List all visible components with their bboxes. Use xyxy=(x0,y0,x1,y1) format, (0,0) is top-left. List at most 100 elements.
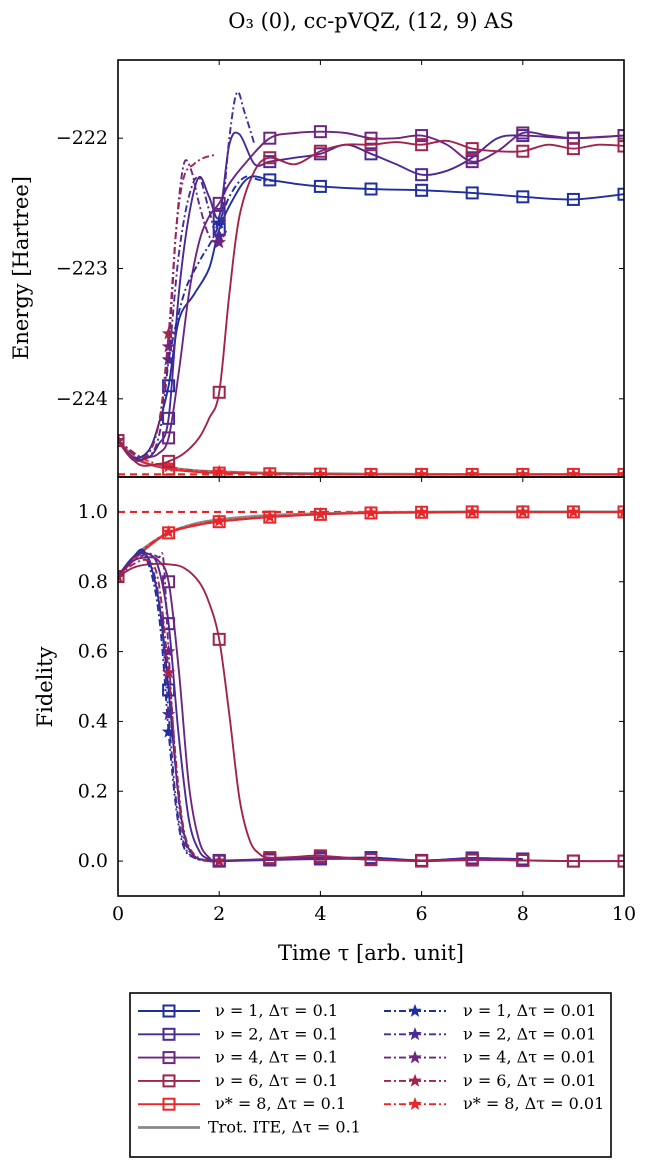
data-point-nu8 xyxy=(161,525,176,538)
data-point-nu4 xyxy=(162,575,176,589)
plot-area xyxy=(118,504,624,868)
legend-marker xyxy=(162,1097,176,1111)
data-point-nu4 xyxy=(212,235,226,249)
data-point-nu1 xyxy=(566,192,580,206)
data-point-nu8 xyxy=(465,504,479,518)
data-point-nu6 xyxy=(118,570,125,584)
data-point-nu6 xyxy=(415,138,429,152)
data-point-nu2 xyxy=(364,147,378,161)
legend-marker xyxy=(162,1004,176,1018)
legend-box xyxy=(129,992,612,1158)
legend-entry-nu4-dashdot: ν = 4, Δτ = 0.01 xyxy=(384,1048,596,1067)
legend-marker xyxy=(408,1050,422,1064)
data-point-nu6 xyxy=(118,569,125,583)
y-tick-label: 0.0 xyxy=(78,850,108,872)
data-point-nu1 xyxy=(313,179,327,193)
x-tick-label: 4 xyxy=(314,903,326,925)
data-point-nu8 xyxy=(212,513,226,527)
data-point-nu4 xyxy=(415,129,429,143)
x-tick-label: 0 xyxy=(112,903,124,925)
series-line-nu1-dashdot xyxy=(118,175,280,459)
chart-title: O₃ (0), cc-pVQZ, (12, 9) AS xyxy=(228,9,513,33)
legend-entry-nu2-solid: ν = 2, Δτ = 0.1 xyxy=(138,1024,338,1043)
x-axis-label: Time τ [arb. unit] xyxy=(278,941,464,965)
legend-marker xyxy=(408,1003,422,1017)
data-point-nu4 xyxy=(313,125,327,139)
data-point-nu8 xyxy=(617,467,624,477)
legend-entry-nu6-dashdot: ν = 6, Δτ = 0.01 xyxy=(384,1071,596,1090)
data-point-nu4 xyxy=(161,644,176,658)
data-point-nu4 xyxy=(617,129,624,143)
data-point-nu1 xyxy=(465,186,479,200)
data-point-nu4 xyxy=(516,126,530,140)
y-tick-label: −223 xyxy=(56,258,108,280)
y-tick-label: −222 xyxy=(56,127,108,149)
series-line-nu2-dashdot xyxy=(118,550,220,863)
legend-entry-nu4-solid: ν = 4, Δτ = 0.1 xyxy=(138,1048,338,1067)
series-line-nu6-dashdot xyxy=(118,154,215,459)
data-point-nu4 xyxy=(161,339,176,353)
data-point-nu1 xyxy=(617,187,624,201)
legend-label: ν = 1, Δτ = 0.01 xyxy=(463,1001,596,1020)
legend-marker xyxy=(408,1027,422,1041)
data-point-nu6 xyxy=(161,665,176,679)
x-tick-label: 8 xyxy=(517,903,529,925)
data-point-nu6 xyxy=(364,138,378,152)
series-line-nu6-solid xyxy=(118,139,624,467)
legend-entry-ite-solid: Trot. ITE, Δτ = 0.1 xyxy=(138,1118,361,1137)
data-point-nu6 xyxy=(313,144,327,158)
data-point-nu8 xyxy=(566,504,581,518)
fidelity-panel: 0.0 0.2 0.4 0.6 0.8 1.0 0 2 4 6 8 10 xyxy=(78,476,636,925)
legend-label: ν* = 8, Δτ = 0.1 xyxy=(215,1094,346,1113)
legend-label: ν = 1, Δτ = 0.1 xyxy=(215,1001,338,1020)
data-point-nu6 xyxy=(212,632,226,646)
data-point-nu2 xyxy=(415,168,429,182)
energy-panel: −222 −223 −224 xyxy=(56,59,625,478)
data-point-nu2 xyxy=(161,352,176,366)
data-point-nu4 xyxy=(212,196,226,210)
series-line-nu6-solid xyxy=(118,562,624,863)
data-point-nu6 xyxy=(566,142,580,156)
legend-entry-nu6-solid: ν = 6, Δτ = 0.1 xyxy=(138,1071,338,1090)
data-point-nu1 xyxy=(161,724,176,738)
legend-label: ν = 4, Δτ = 0.1 xyxy=(215,1048,338,1067)
data-point-nu6 xyxy=(263,151,277,165)
data-point-nu1 xyxy=(263,173,277,187)
series-line-ite-solid xyxy=(118,510,624,578)
data-point-nu8 xyxy=(212,464,226,477)
series-line-nu4-solid xyxy=(118,556,624,863)
data-point-nu8 xyxy=(617,467,624,477)
data-point-nu4 xyxy=(364,131,378,145)
y-tick-label: 0.2 xyxy=(78,780,108,802)
legend-label: ν = 6, Δτ = 0.1 xyxy=(215,1071,338,1090)
data-point-nu6 xyxy=(263,851,277,865)
legend-marker xyxy=(162,1074,176,1088)
data-point-nu2 xyxy=(162,411,176,425)
legend-marker xyxy=(408,1073,422,1087)
fidelity-axis-label: Fidelity xyxy=(33,646,57,727)
series-line-nu1-solid xyxy=(118,175,624,459)
data-point-nu8 xyxy=(364,505,378,519)
data-point-nu4 xyxy=(263,131,277,145)
legend: ν = 1, Δτ = 0.1 ν = 1, Δτ = 0.01 ν = 2, Δτ… xyxy=(129,992,612,1158)
data-point-nu8 xyxy=(617,505,624,519)
legend-entry-nu8-solid: ν* = 8, Δτ = 0.1 xyxy=(138,1094,346,1113)
y-tick-label: 0.6 xyxy=(78,641,108,663)
y-tick-label: 1.0 xyxy=(78,501,108,523)
data-point-nu6 xyxy=(212,385,226,399)
data-point-nu4 xyxy=(162,431,176,445)
data-point-nu8 xyxy=(617,504,624,518)
data-point-nu4 xyxy=(465,155,479,169)
data-point-nu8 xyxy=(516,504,530,518)
y-tick-label: 0.8 xyxy=(78,571,108,593)
legend-label: ν = 2, Δτ = 0.1 xyxy=(215,1024,338,1043)
data-point-nu6 xyxy=(617,139,624,153)
series-line-nu4-solid xyxy=(118,130,624,462)
legend-marker xyxy=(162,1051,176,1065)
data-point-nu6 xyxy=(162,454,176,468)
legend-label: ν = 6, Δτ = 0.01 xyxy=(463,1071,596,1090)
axes-frame xyxy=(117,476,625,897)
legend-entry-nu1-solid: ν = 1, Δτ = 0.1 xyxy=(138,1001,338,1020)
data-point-nu6 xyxy=(465,853,479,867)
data-point-nu6 xyxy=(364,852,378,866)
